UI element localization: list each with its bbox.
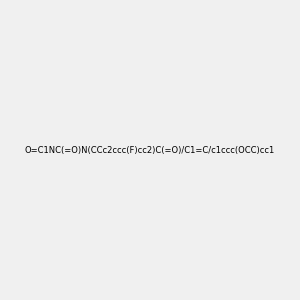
Text: O=C1NC(=O)N(CCc2ccc(F)cc2)C(=O)/C1=C/c1ccc(OCC)cc1: O=C1NC(=O)N(CCc2ccc(F)cc2)C(=O)/C1=C/c1c…: [25, 146, 275, 154]
